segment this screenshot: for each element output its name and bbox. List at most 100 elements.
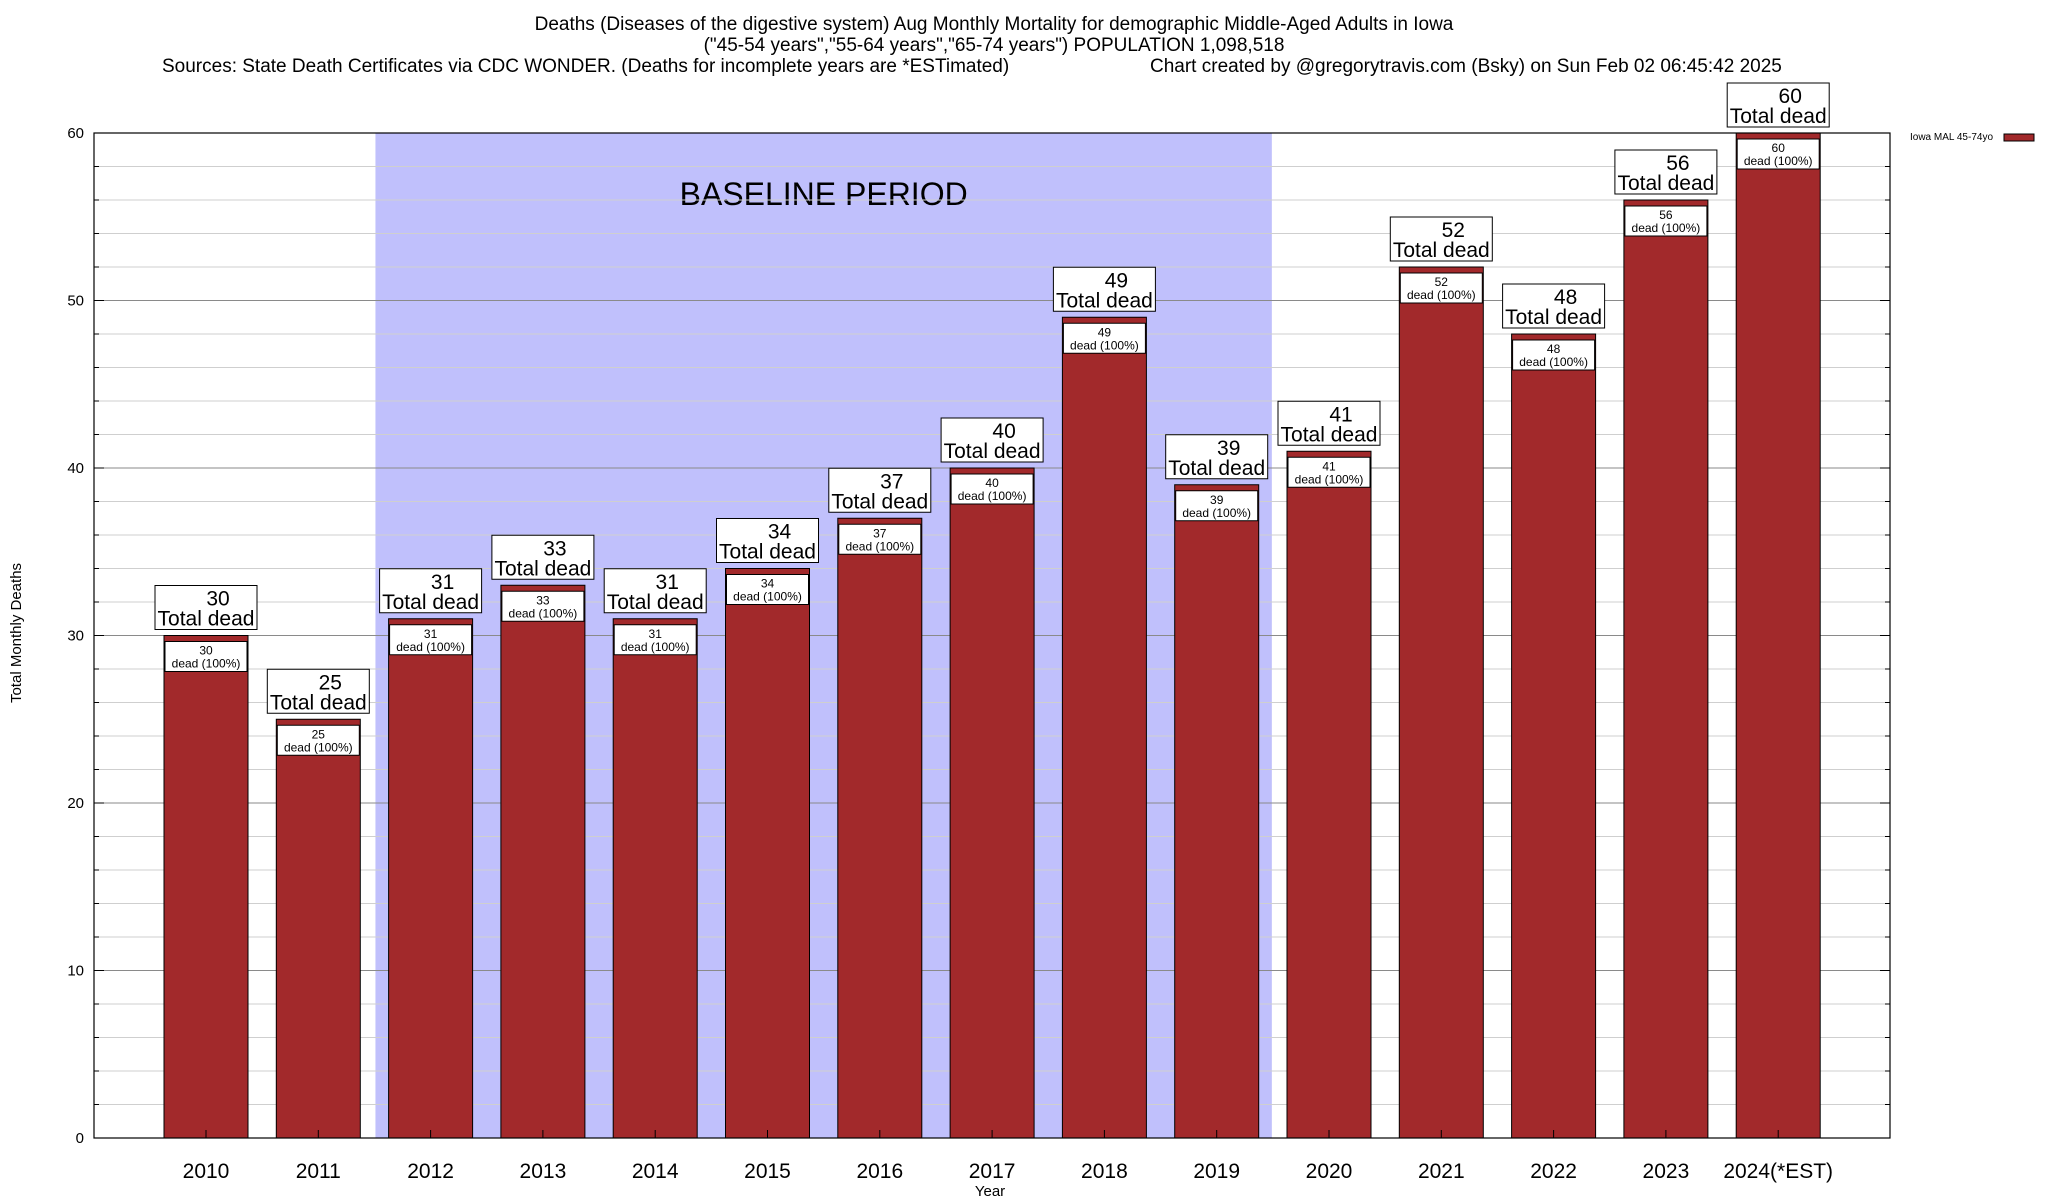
y-tick-label: 0 [76, 1130, 84, 1147]
bar-inner-value: 37 [873, 526, 887, 540]
bar-inner-label-box [164, 641, 248, 672]
bar-top-value: 41 [1329, 403, 1352, 426]
x-tick-label: 2010 [183, 1160, 230, 1183]
bar-top-value: 40 [992, 420, 1015, 443]
bar-top-value: 34 [768, 521, 792, 544]
bar-inner-value: 34 [761, 577, 775, 591]
bar-inner-text: dead (100%) [621, 640, 690, 654]
bar-top-text: Total dead [1281, 423, 1378, 446]
bar-top-text: Total dead [1393, 239, 1490, 262]
bar-inner-label-box [1512, 339, 1596, 371]
x-tick-label: 2012 [407, 1160, 454, 1183]
bar-inner-text: dead (100%) [845, 539, 914, 553]
bar-top-label-box [716, 518, 819, 563]
bar-top-value: 56 [1666, 152, 1689, 175]
bar-top-label-box [603, 568, 707, 614]
bar-top-text: Total dead [382, 591, 479, 614]
bar-top-value: 30 [206, 588, 229, 611]
bar-inner-label-box [501, 590, 585, 622]
bar-2018 [1061, 316, 1147, 1139]
bar-top-text: Total dead [1168, 457, 1265, 480]
bar-top-value: 60 [1779, 85, 1802, 108]
bar-2016 [837, 517, 923, 1139]
y-tick-label: 50 [67, 293, 84, 310]
bar-top-value: 39 [1217, 437, 1240, 460]
y-tick-label: 40 [67, 460, 84, 477]
bar-inner-label-box [838, 523, 922, 555]
x-tick-label: 2013 [520, 1160, 567, 1183]
bar-inner-label-box [1062, 322, 1146, 354]
bar-top-label-box [266, 668, 370, 714]
bar-top-text: Total dead [831, 490, 928, 513]
bar-inner-text: dead (100%) [1182, 506, 1251, 520]
bar-inner-text: dead (100%) [396, 640, 465, 654]
bar-inner-value: 31 [424, 627, 438, 641]
bar-top-label-box [154, 585, 258, 630]
bar-top-text: Total dead [1056, 289, 1153, 312]
x-tick-label: 2018 [1081, 1160, 1128, 1183]
bar-top-value: 31 [431, 571, 454, 594]
bar-inner-text: dead (100%) [509, 606, 578, 620]
bar-2024(*EST) [1735, 132, 1821, 1139]
bar-inner-text: dead (100%) [1632, 221, 1701, 235]
bar-inner-label-box [1736, 138, 1820, 170]
y-tick-label: 60 [67, 125, 84, 142]
bar-2023 [1623, 199, 1709, 1139]
bar-inner-value: 39 [1210, 493, 1224, 507]
bar-inner-label-box [1287, 456, 1371, 488]
bar-inner-text: dead (100%) [1295, 472, 1364, 486]
x-tick-label: 2019 [1193, 1160, 1240, 1183]
bar-inner-text: dead (100%) [733, 590, 802, 604]
bar-top-text: Total dead [494, 557, 591, 580]
bar-top-text: Total dead [158, 608, 255, 631]
bar-top-value: 25 [319, 671, 342, 694]
bar-2020 [1286, 450, 1372, 1139]
y-axis-label: Total Monthly Deaths [8, 563, 25, 703]
bar-inner-value: 49 [1098, 325, 1112, 339]
bar-top-value: 48 [1554, 286, 1577, 309]
bar-inner-text: dead (100%) [1407, 288, 1476, 302]
chart-sources: Sources: State Death Certificates via CD… [162, 56, 1009, 77]
legend-label: Iowa MAL 45-74yo [1910, 132, 1993, 143]
x-axis-label: Year [975, 1183, 1005, 1200]
bar-inner-value: 48 [1547, 342, 1561, 356]
bar-top-text: Total dead [270, 691, 367, 714]
bar-inner-label-box [1175, 490, 1259, 522]
bar-top-label-box [828, 467, 932, 513]
bar-top-text: Total dead [944, 440, 1041, 463]
bar-inner-text: dead (100%) [284, 740, 353, 754]
bar-top-label-box [1726, 82, 1830, 128]
bar-top-value: 33 [543, 537, 566, 560]
y-tick-label: 10 [67, 963, 84, 980]
x-tick-label: 2023 [1643, 1160, 1690, 1183]
bar-2012 [388, 618, 474, 1139]
bar-top-label-box [1389, 216, 1493, 262]
x-tick-label: 2014 [632, 1160, 679, 1183]
bar-inner-value: 40 [985, 476, 999, 490]
bar-inner-text: dead (100%) [172, 657, 241, 671]
chart-header: Deaths (Diseases of the digestive system… [162, 14, 1782, 77]
bar-inner-label-box [613, 624, 697, 656]
bar-inner-text: dead (100%) [1519, 355, 1588, 369]
bar-inner-label-box [1399, 272, 1483, 304]
bar-2017 [949, 467, 1035, 1139]
x-tick-label: 2016 [856, 1160, 903, 1183]
x-tick-label: 2022 [1530, 1160, 1577, 1183]
bar-top-label-box [379, 568, 483, 614]
bar-inner-value: 30 [199, 644, 213, 658]
bar-top-label-box [1614, 149, 1718, 195]
bar-2014 [612, 618, 698, 1139]
y-tick-label: 20 [67, 795, 84, 812]
x-tick-label: 2017 [969, 1160, 1016, 1183]
x-tick-label: 2024(*EST) [1723, 1160, 1833, 1183]
bar-2013 [500, 584, 586, 1139]
bar-inner-label-box [1624, 205, 1708, 237]
chart-title-line1: Deaths (Diseases of the digestive system… [535, 14, 1454, 35]
bar-inner-value: 56 [1659, 208, 1673, 222]
y-tick-label: 30 [67, 628, 84, 645]
chart-title-line2: ("45-54 years","55-64 years","65-74 year… [704, 35, 1285, 56]
bar-top-text: Total dead [1617, 172, 1714, 195]
bar-top-value: 49 [1105, 269, 1128, 292]
